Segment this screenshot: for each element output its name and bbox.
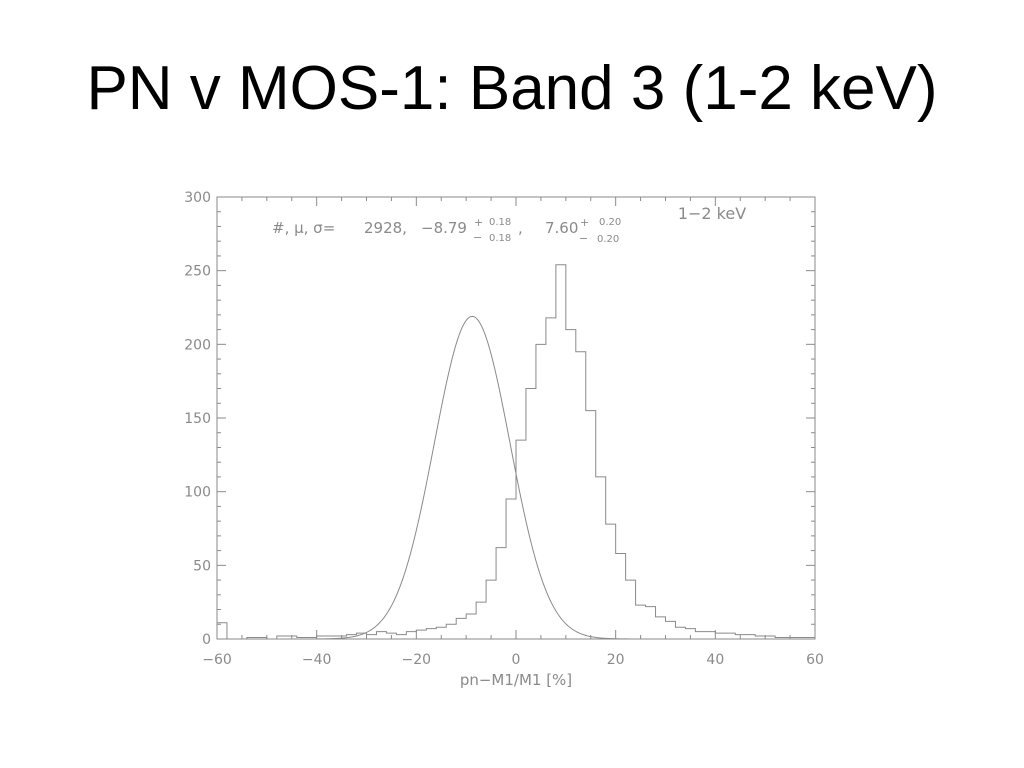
x-tick-label: −20 — [402, 652, 432, 668]
x-tick-label: 0 — [512, 652, 521, 668]
stats-mu-err-plus: 0.18 — [489, 217, 511, 228]
band-label: 1−2 keV — [678, 204, 746, 223]
x-tick-label: −40 — [302, 652, 332, 668]
stats-sigma-plus-sign: + — [580, 216, 589, 229]
y-tick-label: 150 — [184, 411, 211, 427]
stats-prefix: #, μ, σ= — [272, 219, 335, 237]
stats-sigma-err-plus: 0.20 — [599, 217, 621, 228]
x-tick-label: 20 — [607, 652, 625, 668]
y-tick-label: 0 — [202, 632, 211, 648]
stats-mu-err-minus: 0.18 — [489, 233, 511, 244]
fit-stats-annotation: #, μ, σ= 2928, −8.79 + 0.18 − 0.18 , 7.6… — [272, 216, 621, 245]
x-tick-label: 60 — [806, 652, 824, 668]
stats-sigma-err-minus: 0.20 — [597, 234, 619, 245]
tick-labels: −60 −40 −20 0 20 40 60 0 50 100 150 200 250 300 — [184, 190, 824, 668]
x-tick-label: −60 — [202, 652, 232, 668]
slide-title: PN v MOS-1: Band 3 (1-2 keV) — [86, 54, 938, 123]
stats-n: 2928, — [364, 219, 407, 237]
stats-sep: , — [518, 219, 523, 237]
y-tick-label: 50 — [193, 558, 211, 574]
plot-frame — [216, 196, 816, 640]
y-tick-label: 250 — [184, 264, 211, 280]
y-tick-label: 200 — [184, 337, 211, 353]
y-tick-label: 300 — [184, 190, 211, 206]
stats-mu: −8.79 — [421, 219, 467, 237]
stats-sigma-minus-sign: − — [579, 232, 588, 245]
stats-mu-minus-sign: − — [473, 231, 482, 244]
stats-sigma: 7.60 — [545, 219, 578, 237]
stats-mu-plus-sign: + — [474, 216, 483, 229]
gaussian-fit-curve — [217, 315, 815, 640]
y-tick-label: 100 — [184, 485, 211, 501]
axis-ticks — [216, 196, 816, 640]
x-tick-label: 40 — [706, 652, 724, 668]
x-axis-label: pn−M1/M1 [%] — [460, 671, 572, 689]
histogram-step-line — [216, 264, 816, 640]
